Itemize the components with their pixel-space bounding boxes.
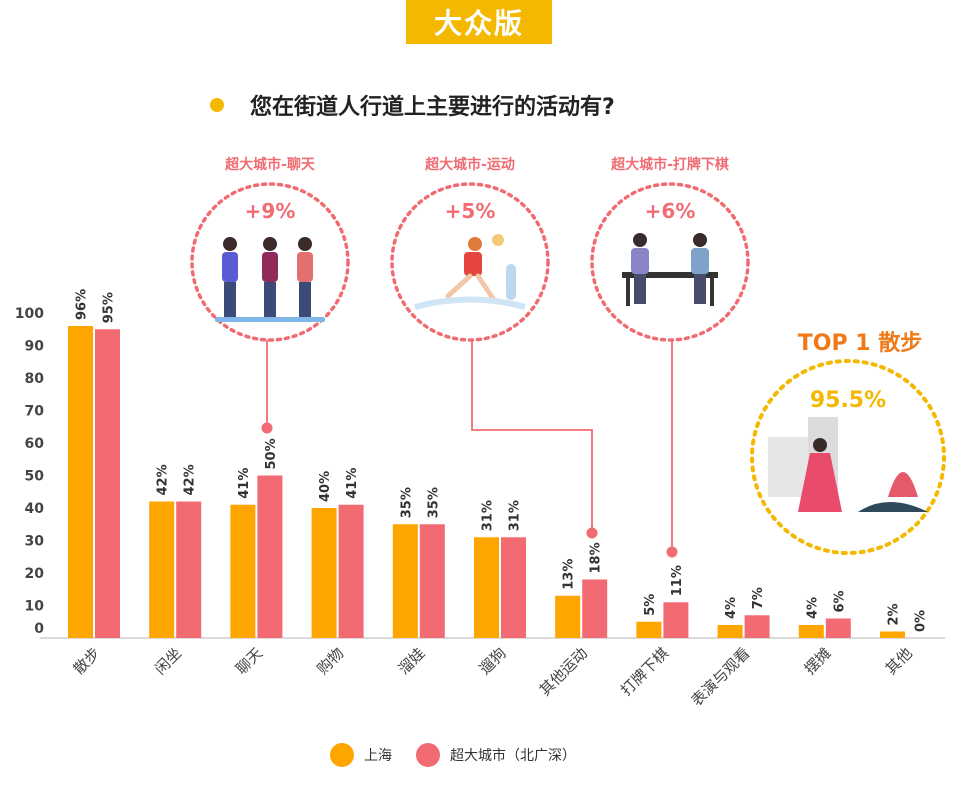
bar-megacity <box>825 618 851 638</box>
category-label: 打牌下棋 <box>617 644 672 699</box>
bar-shanghai <box>230 504 256 638</box>
bar-shanghai <box>474 537 499 638</box>
bar-megacity <box>419 524 445 638</box>
bar-megacity <box>257 475 283 638</box>
legend-label-shanghai: 上海 <box>364 748 392 764</box>
data-label: 95% <box>102 292 117 323</box>
data-label: 42% <box>156 464 171 495</box>
callout-value: +5% <box>445 199 496 223</box>
legend-item-shanghai: 上海 <box>330 743 392 767</box>
data-label: 4% <box>724 597 739 619</box>
data-label: 18% <box>589 542 604 573</box>
y-tick-label: 40 <box>25 501 45 517</box>
callout-circle <box>590 182 750 342</box>
y-tick-label: 0 <box>34 621 44 637</box>
callout-dot <box>586 527 598 539</box>
legend-swatch-shanghai <box>330 743 354 767</box>
data-label: 35% <box>399 487 414 518</box>
data-label: 96% <box>75 289 90 320</box>
y-tick-label: 30 <box>25 534 45 550</box>
category-label: 表演与观看 <box>688 644 754 710</box>
y-tick-label: 20 <box>25 566 45 582</box>
y-tick-label: 100 <box>15 306 44 322</box>
bar-shanghai <box>555 595 581 638</box>
data-label: 13% <box>562 559 577 590</box>
data-label: 50% <box>264 438 279 469</box>
data-label: 2% <box>887 603 902 625</box>
question-text: 您在街道人行道上主要进行的活动有? <box>250 95 615 120</box>
data-label: 41% <box>237 468 252 499</box>
callout-title-cards: 超大城市-打牌下棋 <box>611 157 729 173</box>
y-tick-label: 70 <box>25 404 45 420</box>
people-illustration <box>414 234 526 310</box>
category-label: 购物 <box>313 644 347 678</box>
bar-megacity <box>176 501 202 638</box>
category-label: 散步 <box>70 644 104 678</box>
callout-value: +9% <box>245 199 296 223</box>
top1-value: 95.5% <box>810 388 886 413</box>
legend-swatch-megacity <box>416 743 440 767</box>
bar-shanghai <box>636 621 662 638</box>
callout-title-chat: 超大城市-聊天 <box>225 157 315 173</box>
version-badge: 大众版 <box>406 0 552 44</box>
legend-item-megacity: 超大城市（北广深） <box>416 743 576 767</box>
category-label: 聊天 <box>232 644 266 678</box>
data-label: 6% <box>832 590 847 612</box>
data-label: 41% <box>345 468 360 499</box>
bar-megacity <box>663 602 689 638</box>
callout-dot <box>261 422 273 434</box>
bar-shanghai <box>798 625 824 638</box>
category-label: 其他运动 <box>536 644 591 699</box>
data-label: 35% <box>426 487 441 518</box>
walking-woman-illustration <box>768 417 928 512</box>
category-label: 遛狗 <box>476 644 510 678</box>
data-label: 42% <box>183 464 198 495</box>
bar-shanghai <box>68 326 93 638</box>
bar-shanghai <box>392 524 418 638</box>
data-label: 7% <box>751 587 766 609</box>
data-label: 11% <box>670 565 685 596</box>
callout-title-sport: 超大城市-运动 <box>425 157 515 173</box>
data-label: 0% <box>914 610 929 632</box>
y-tick-label: 60 <box>25 436 45 452</box>
bar-megacity <box>338 504 364 638</box>
legend: 上海 超大城市（北广深） <box>330 740 600 770</box>
bar-shanghai <box>880 631 905 638</box>
data-label: 4% <box>805 597 820 619</box>
top1-label: TOP 1 散步 <box>797 331 923 356</box>
question-title: 您在街道人行道上主要进行的活动有? <box>210 88 615 122</box>
legend-label-megacity: 超大城市（北广深） <box>450 748 576 764</box>
bar-shanghai <box>717 625 743 638</box>
callout-value: +6% <box>645 199 696 223</box>
bar-megacity <box>95 329 120 638</box>
y-tick-label: 80 <box>25 371 45 387</box>
bar-shanghai <box>311 508 337 638</box>
bar-megacity <box>582 579 608 638</box>
data-label: 31% <box>481 500 496 531</box>
bar-megacity <box>744 615 770 638</box>
category-label: 其他 <box>882 644 916 678</box>
category-label: 溜娃 <box>395 644 429 678</box>
people-illustration <box>215 237 325 322</box>
people-illustration <box>622 233 718 306</box>
y-tick-label: 50 <box>25 469 45 485</box>
category-label: 摆摊 <box>801 644 835 678</box>
category-label: 闲坐 <box>151 644 185 678</box>
callout-connector <box>471 340 593 530</box>
y-tick-label: 90 <box>25 339 45 355</box>
data-label: 5% <box>643 594 658 616</box>
data-label: 40% <box>318 471 333 502</box>
bar-shanghai <box>149 501 175 638</box>
callout-dot <box>666 546 678 558</box>
bullet-dot-icon <box>210 98 224 112</box>
data-label: 31% <box>508 500 523 531</box>
bar-megacity <box>501 537 526 638</box>
y-tick-label: 10 <box>25 599 45 615</box>
